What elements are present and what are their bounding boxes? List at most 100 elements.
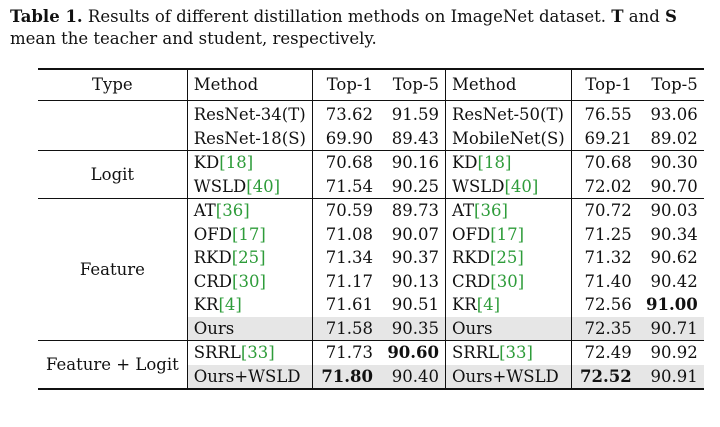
table-row: Feature AT[36] 70.59 89.73 AT[36] 70.72 … <box>38 198 704 341</box>
top5-cell: 90.62 <box>650 248 698 267</box>
method-cell: OFD[17] <box>444 222 572 246</box>
type-feature: Feature <box>38 198 188 341</box>
top1-cell: 71.25 <box>570 222 638 246</box>
header-top5-b: Top-5 <box>637 69 704 101</box>
top1-cell: 72.35 <box>570 316 638 341</box>
method-cell: Ours+WSLD <box>444 364 572 389</box>
header-top1-a: Top-1 <box>311 69 379 101</box>
top1-cell-best: 71.80 <box>311 364 379 389</box>
method-name: WSLD <box>451 176 505 196</box>
caption-label: Table 1. <box>10 7 83 26</box>
method-cell: ResNet-18(S) <box>186 126 313 151</box>
top5-cell: 90.71 <box>637 316 704 341</box>
top1-cell: 71.54 <box>311 174 379 199</box>
top5-cell-best: 91.00 <box>646 295 698 314</box>
citation-link[interactable]: [25] <box>231 248 266 267</box>
citation-link[interactable]: [18] <box>219 153 254 172</box>
top5-cell: 89.02 <box>650 128 698 148</box>
top1-cell: 71.34 <box>311 246 379 270</box>
method-cell: OFD[17] <box>186 222 313 246</box>
top1-cell: 71.40 <box>570 269 638 293</box>
top1-cell: 72.02 <box>570 174 638 199</box>
table-row: RKD[25] 71.34 90.37 RKD[25] 71.32 90.62 <box>38 246 704 270</box>
method-cell: CRD[30] <box>186 269 313 293</box>
table-row: CRD[30] 71.17 90.13 CRD[30] 71.40 90.42 <box>38 269 704 293</box>
caption-text-3: mean the teacher and student, respective… <box>10 29 377 48</box>
top5-cell: 93.06 <box>637 100 704 127</box>
method-cell: MobileNet(S) <box>444 126 572 151</box>
method-cell: ResNet-34(T) <box>186 100 313 127</box>
top5-cell: 90.13 <box>391 271 439 291</box>
table-row: WSLD[40] 71.54 90.25 WSLD[40] 72.02 90.7… <box>38 174 704 199</box>
citation-link[interactable]: [17] <box>231 224 266 244</box>
method-cell: RKD[25] <box>186 246 313 270</box>
method-cell: SRRL[33] <box>444 340 572 365</box>
top1-cell-best: 72.52 <box>570 364 638 389</box>
method-name: OFD <box>451 224 491 244</box>
top5-cell: 90.91 <box>637 364 704 389</box>
header-method-b: Method <box>444 69 572 101</box>
top5-cell: 90.30 <box>637 150 704 175</box>
top5-cell: 90.92 <box>637 340 704 365</box>
method-cell: KD[18] <box>444 150 572 175</box>
header-top5-a: Top-5 <box>378 69 446 101</box>
top1-cell: 71.58 <box>311 316 379 341</box>
citation-link[interactable]: [40] <box>504 176 539 196</box>
caption-text-2: and <box>623 7 666 26</box>
top1-cell: 72.49 <box>570 340 638 365</box>
top5-cell: 91.59 <box>378 100 446 127</box>
header-top1-b: Top-1 <box>570 69 638 101</box>
table-row: Feature + Logit SRRL[33] 71.73 90.60 SRR… <box>38 340 704 389</box>
top1-cell: 71.17 <box>311 269 379 293</box>
citation-link[interactable]: [18] <box>477 153 512 172</box>
top5-cell: 90.42 <box>650 271 698 291</box>
method-cell: KD[18] <box>186 150 313 175</box>
method-name: CRD <box>451 271 491 291</box>
method-cell: SRRL[33] <box>186 340 313 365</box>
top1-cell: 71.61 <box>311 293 379 317</box>
top1-cell: 72.56 <box>570 293 638 317</box>
method-cell: WSLD[40] <box>186 174 313 199</box>
method-name: SRRL <box>193 343 241 362</box>
top1-cell: 69.90 <box>311 126 379 151</box>
table-row: KR[4] 71.61 90.51 KR[4] 72.56 91.00 <box>38 293 704 317</box>
top1-cell: 69.21 <box>570 126 638 151</box>
citation-link[interactable]: [4] <box>476 295 501 314</box>
type-baseline <box>38 100 188 151</box>
top5-cell: 89.43 <box>391 128 439 148</box>
method-cell: RKD[25] <box>444 246 572 270</box>
method-name: RKD <box>193 248 232 267</box>
top5-cell: 90.34 <box>650 224 698 244</box>
method-name: KD <box>451 153 478 172</box>
top5-cell: 89.73 <box>378 198 446 223</box>
top5-cell: 90.51 <box>391 295 439 314</box>
citation-link[interactable]: [36] <box>215 201 250 220</box>
method-cell: Ours <box>186 316 313 341</box>
citation-link[interactable]: [33] <box>499 343 533 362</box>
citation-link[interactable]: [30] <box>490 271 525 291</box>
top5-cell: 90.03 <box>637 198 704 223</box>
method-name: CRD <box>193 271 233 291</box>
citation-link[interactable]: [30] <box>232 271 266 291</box>
method-name: KR <box>193 295 219 314</box>
citation-link[interactable]: [40] <box>246 176 281 196</box>
top5-cell: 90.35 <box>378 316 446 341</box>
method-name: OFD <box>193 224 232 244</box>
citation-link[interactable]: [25] <box>489 248 524 267</box>
citation-link[interactable]: [33] <box>240 343 275 362</box>
method-cell: AT[36] <box>186 198 313 223</box>
table-row: ResNet-18(S) 69.90 89.43 MobileNet(S) 69… <box>38 126 704 151</box>
type-logit: Logit <box>38 150 188 199</box>
results-table: Type Method Top-1 Top-5 Method Top-1 Top… <box>38 68 704 390</box>
citation-link[interactable]: [36] <box>474 201 508 220</box>
table-row: OFD[17] 71.08 90.07 OFD[17] 71.25 90.34 <box>38 222 704 246</box>
table-row: Logit KD[18] 70.68 90.16 KD[18] 70.68 90… <box>38 150 704 199</box>
citation-link[interactable]: [17] <box>490 224 525 244</box>
method-cell: KR[4] <box>186 293 313 317</box>
citation-link[interactable]: [4] <box>218 295 242 314</box>
top1-cell: 71.08 <box>311 222 379 246</box>
top5-cell: 90.25 <box>391 176 439 196</box>
method-name: KD <box>193 153 220 172</box>
method-name: RKD <box>451 248 490 267</box>
method-cell: Ours <box>444 316 572 341</box>
